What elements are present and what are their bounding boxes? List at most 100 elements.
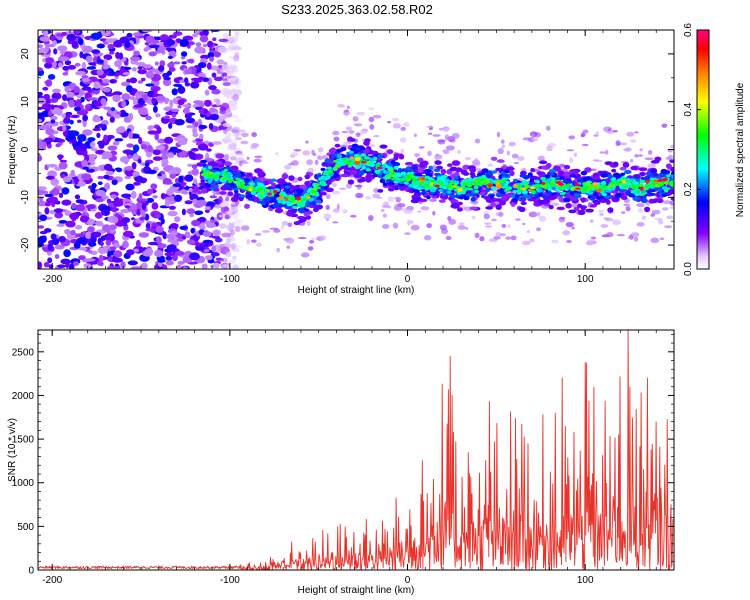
heatmap-cell [76, 110, 88, 116]
heatmap-cell [193, 79, 203, 83]
heatmap-cell [111, 179, 118, 186]
heatmap-cell [573, 193, 580, 197]
heatmap-hotspot [267, 192, 272, 196]
heatmap-cell [51, 39, 58, 46]
heatmap-cell [143, 47, 149, 52]
heatmap-cell [467, 179, 472, 183]
heatmap-cell [418, 181, 424, 186]
heatmap-cell [187, 67, 192, 75]
heatmap-hotspot [349, 156, 355, 160]
heatmap-cell [219, 258, 224, 262]
heatmap-cell [534, 179, 540, 184]
heatmap-cell [148, 125, 155, 130]
heatmap-cell [75, 204, 86, 212]
heatmap-cell [124, 41, 131, 48]
heatmap-cell [145, 83, 155, 87]
heatmap-cell [58, 162, 68, 170]
heatmap-cell [181, 208, 186, 216]
heatmap-cell [285, 237, 295, 244]
heatmap-cell [172, 183, 181, 188]
heatmap-cell [612, 219, 621, 226]
snr-frame [37, 329, 675, 571]
heatmap-cell [224, 176, 230, 180]
heatmap-cell [330, 147, 336, 153]
heatmap-cell [418, 146, 425, 149]
heatmap-cell [399, 137, 407, 143]
heatmap-cell [96, 69, 104, 76]
heatmap-cell [335, 164, 341, 168]
y-tick-label: 1000 [12, 478, 35, 489]
heatmap-cell [54, 244, 65, 250]
heatmap-cell [484, 222, 492, 225]
colorbar-tick-label: 0.4 [683, 102, 694, 116]
heatmap-cell [50, 119, 56, 124]
heatmap-cell [197, 62, 207, 69]
heatmap-cell [90, 32, 102, 40]
heatmap-cell [215, 153, 225, 159]
heatmap-cell [156, 126, 162, 134]
heatmap-cell [70, 114, 80, 119]
heatmap-cell [111, 216, 119, 224]
heatmap-cell [165, 111, 174, 116]
heatmap-hotspot [540, 181, 546, 185]
heatmap-cell [602, 187, 607, 190]
heatmap-cell [626, 131, 635, 137]
heatmap-cell [460, 169, 468, 175]
heatmap-cell [507, 224, 511, 228]
heatmap-cell [211, 88, 221, 95]
heatmap-cell [65, 111, 73, 116]
heatmap-cell [624, 169, 632, 175]
heatmap-cell [203, 249, 210, 253]
heatmap-cell [365, 196, 372, 200]
heatmap-cell [483, 213, 490, 220]
heatmap-cell [203, 109, 208, 114]
heatmap-cell [240, 181, 245, 185]
heatmap-cell [101, 30, 111, 37]
heatmap-cell [637, 208, 644, 213]
heatmap-cell [293, 149, 302, 152]
heatmap-cell [666, 215, 674, 220]
heatmap-cell [309, 197, 315, 202]
heatmap-cell [94, 212, 103, 219]
heatmap-cell [589, 219, 594, 223]
heatmap-cell [303, 211, 310, 217]
heatmap-cell [153, 105, 158, 113]
heatmap-cell [577, 209, 586, 216]
heatmap-cell [363, 156, 370, 160]
heatmap-cell [39, 214, 48, 222]
heatmap-cell [583, 176, 589, 182]
heatmap-cell [382, 213, 387, 218]
heatmap-cell [81, 77, 90, 83]
heatmap-cell [87, 250, 93, 254]
heatmap-cell [447, 163, 453, 168]
heatmap-cell [43, 30, 49, 37]
heatmap-cell [382, 182, 388, 187]
heatmap-hotspot [592, 182, 598, 187]
heatmap-cell [542, 194, 547, 199]
heatmap-cell [121, 209, 128, 213]
heatmap-cell [112, 200, 124, 207]
heatmap-cell [115, 127, 126, 133]
heatmap-cell [669, 200, 674, 206]
snr-y-label: SNR (10 * v/v) [7, 418, 18, 482]
heatmap-cell [373, 187, 379, 194]
heatmap-cell [205, 255, 213, 261]
heatmap-cell [166, 244, 177, 251]
heatmap-cell [437, 177, 444, 181]
heatmap-cell [177, 85, 186, 94]
heatmap-cell [424, 186, 430, 191]
heatmap-cell [132, 98, 138, 106]
heatmap-cell [171, 254, 178, 262]
heatmap-cell [530, 167, 536, 173]
heatmap-cell [146, 188, 154, 195]
heatmap-cell [112, 91, 123, 96]
heatmap-cell [182, 104, 192, 108]
heatmap-cell [340, 146, 347, 152]
heatmap-cell [354, 124, 362, 127]
heatmap-cell [531, 133, 536, 138]
heatmap-cell [151, 202, 159, 210]
heatmap-cell [103, 58, 108, 66]
heatmap-cell [478, 181, 484, 185]
heatmap-cell [339, 187, 347, 190]
